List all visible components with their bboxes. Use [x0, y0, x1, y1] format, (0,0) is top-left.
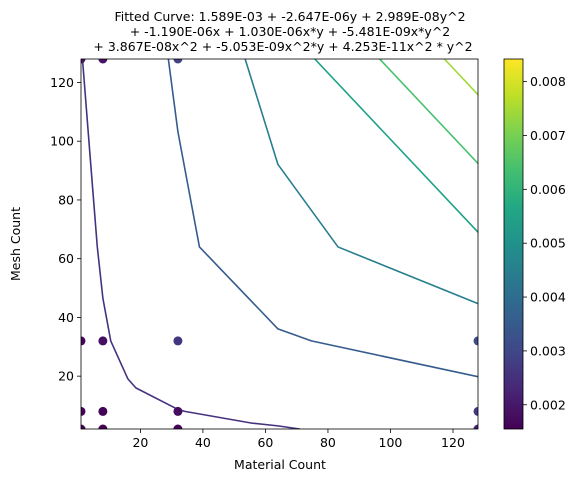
x-tick-label: 80 — [320, 435, 336, 450]
sample-point — [173, 59, 183, 64]
colorbar: 0.002 0.003 0.004 0.005 0.006 0.007 0.008 — [503, 58, 566, 430]
sample-point — [173, 336, 183, 346]
colorbar-tick-label: 0.002 — [530, 397, 566, 412]
y-tick-label: 120 — [50, 75, 74, 90]
sample-point — [473, 336, 478, 346]
contour-level-4 — [313, 59, 478, 234]
sample-point — [81, 424, 86, 429]
chart-title-line-3: + 3.867E-08x^2 + -5.053E-09x^2*y + 4.253… — [93, 39, 472, 54]
contour-level-6 — [443, 59, 478, 96]
x-axis-ticks: 20 40 60 80 100 120 — [132, 429, 465, 450]
contour-level-2 — [167, 59, 478, 378]
sample-point — [98, 336, 108, 346]
sample-point — [81, 406, 86, 416]
sample-point — [98, 406, 108, 416]
sample-points — [81, 59, 478, 429]
colorbar-tick-label: 0.003 — [530, 343, 566, 358]
y-tick-label: 40 — [58, 310, 74, 325]
colorbar-tick-label: 0.007 — [530, 128, 566, 143]
sample-point — [98, 59, 108, 64]
plot-area: 20 40 60 80 100 120 20 40 60 80 100 120 Material C… — [8, 58, 479, 472]
y-axis-label: Mesh Count — [8, 207, 23, 281]
y-tick-label: 100 — [50, 134, 74, 149]
colorbar-ticks: 0.002 0.003 0.004 0.005 0.006 0.007 0.008 — [523, 74, 566, 412]
y-tick-label: 60 — [58, 251, 74, 266]
x-tick-label: 100 — [379, 435, 403, 450]
x-tick-label: 40 — [195, 435, 211, 450]
colorbar-tick-label: 0.008 — [530, 74, 566, 89]
y-axis-ticks: 20 40 60 80 100 120 — [50, 75, 81, 384]
sample-point — [98, 424, 108, 429]
sample-point — [473, 424, 478, 429]
sample-point — [173, 424, 183, 429]
contour-level-5 — [378, 59, 478, 165]
plot-background — [81, 59, 478, 429]
plot-frame — [80, 58, 479, 430]
sample-point — [81, 336, 86, 346]
sample-point — [473, 406, 478, 416]
chart-title-line-1: Fitted Curve: 1.589E-03 + -2.647E-06y + … — [114, 9, 465, 24]
x-tick-label: 60 — [257, 435, 273, 450]
chart-title: Fitted Curve: 1.589E-03 + -2.647E-06y + … — [93, 9, 472, 54]
colorbar-gradient — [504, 59, 523, 429]
sample-point — [173, 406, 183, 416]
x-tick-label: 20 — [132, 435, 148, 450]
chart-title-line-2: + -1.190E-06x + 1.030E-06x*y + -5.481E-0… — [130, 24, 451, 39]
colorbar-frame — [503, 58, 524, 430]
sample-point — [81, 59, 86, 64]
x-axis-label: Material Count — [234, 457, 326, 472]
y-tick-label: 20 — [58, 369, 74, 384]
x-tick-label: 120 — [441, 435, 465, 450]
colorbar-tick-label: 0.006 — [530, 182, 566, 197]
colorbar-tick-label: 0.005 — [530, 236, 566, 251]
contour-level-3 — [244, 59, 478, 305]
colorbar-tick-label: 0.004 — [530, 290, 566, 305]
y-tick-label: 80 — [58, 192, 74, 207]
